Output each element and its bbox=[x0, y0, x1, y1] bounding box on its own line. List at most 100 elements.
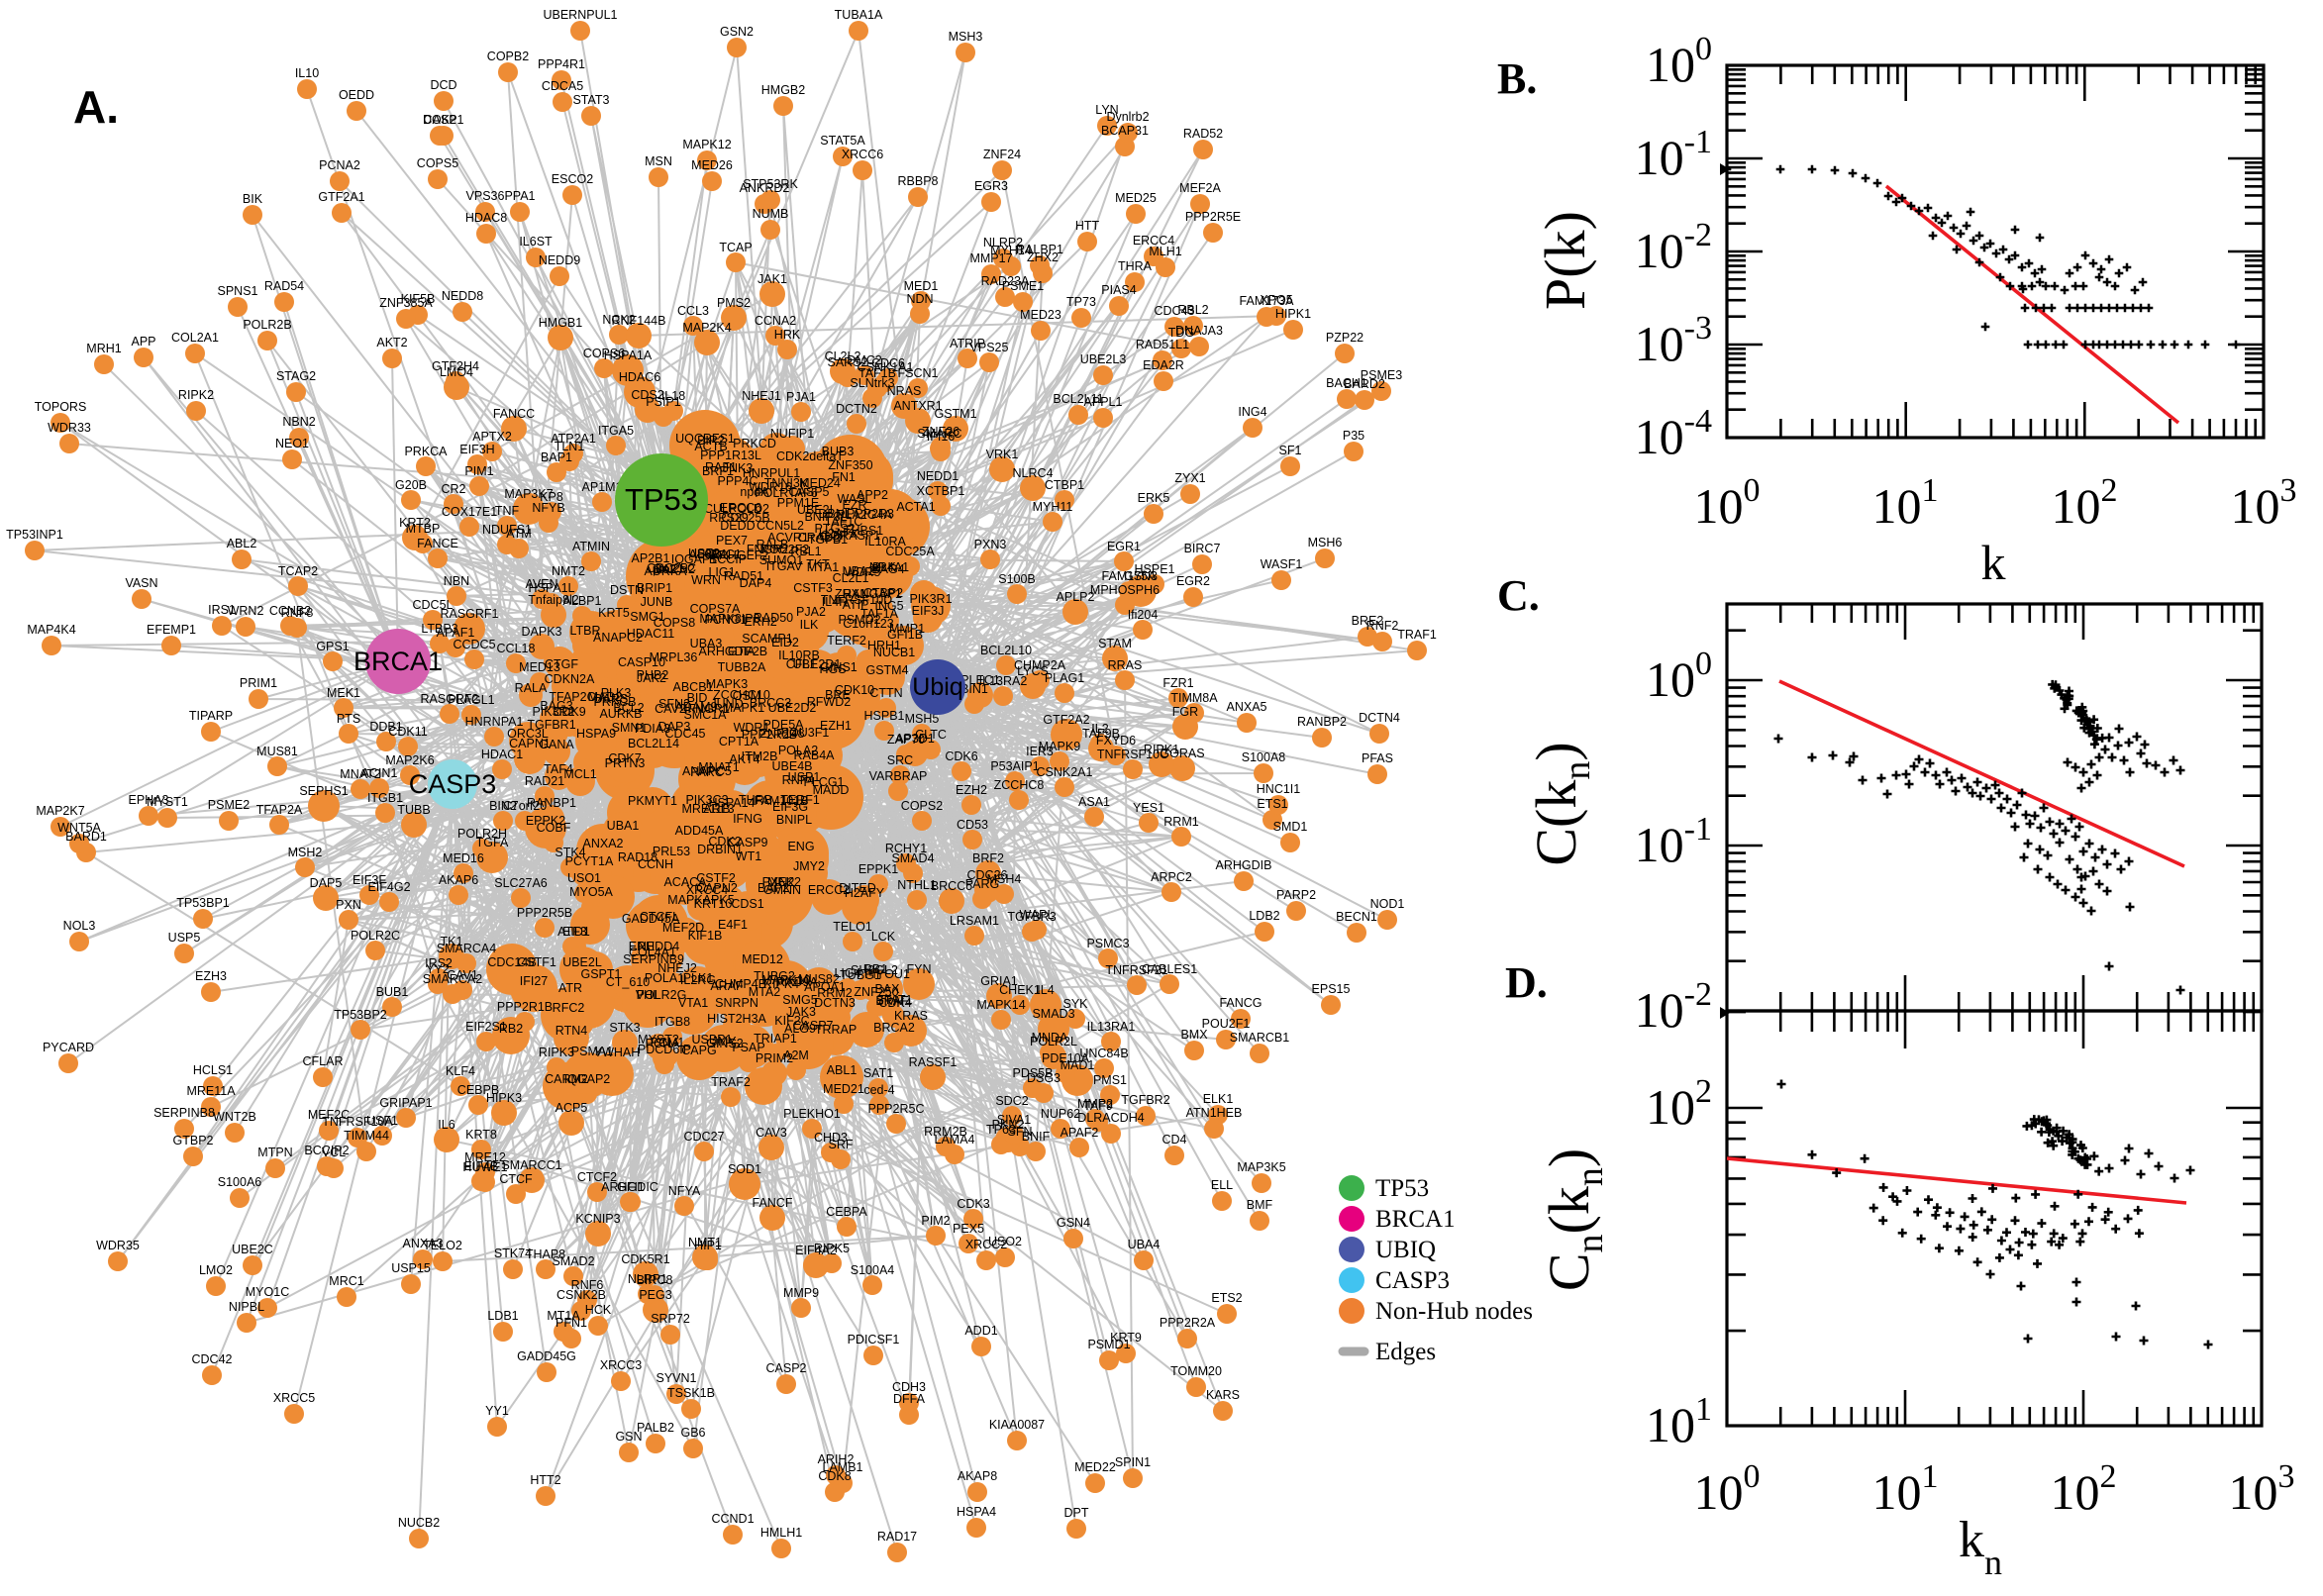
svg-text:ANXA3: ANXA3 bbox=[403, 1237, 444, 1250]
svg-text:RIPK3: RIPK3 bbox=[539, 1046, 574, 1059]
svg-text:EIF2S1: EIF2S1 bbox=[465, 1020, 507, 1034]
svg-text:MEK2: MEK2 bbox=[767, 875, 801, 889]
svg-text:CLTC: CLTC bbox=[915, 728, 947, 742]
svg-text:PSMD2: PSMD2 bbox=[838, 613, 880, 627]
svg-text:FANCG: FANCG bbox=[1219, 996, 1262, 1010]
svg-text:MEK1: MEK1 bbox=[327, 686, 360, 700]
svg-text:SMARCA2: SMARCA2 bbox=[423, 972, 482, 986]
svg-text:EID2: EID2 bbox=[771, 636, 799, 649]
svg-text:STAM: STAM bbox=[1098, 637, 1132, 650]
svg-text:CDC43: CDC43 bbox=[1155, 304, 1195, 318]
svg-text:RBBP8: RBBP8 bbox=[898, 174, 939, 188]
svg-text:WT1: WT1 bbox=[736, 849, 761, 863]
svg-text:SRF: SRF bbox=[829, 1138, 854, 1151]
svg-text:HMLH1: HMLH1 bbox=[760, 1526, 802, 1540]
svg-text:NMT1: NMT1 bbox=[688, 1236, 722, 1249]
svg-text:GSTM1: GSTM1 bbox=[934, 407, 976, 421]
svg-text:IRS1: IRS1 bbox=[208, 603, 236, 617]
svg-text:HSPA14: HSPA14 bbox=[708, 796, 755, 810]
svg-text:GRIPAP1: GRIPAP1 bbox=[379, 1096, 432, 1110]
svg-text:BCCIP2: BCCIP2 bbox=[304, 1144, 349, 1157]
svg-text:RAD17: RAD17 bbox=[877, 1530, 917, 1544]
svg-text:CASP3: CASP3 bbox=[1375, 1267, 1450, 1294]
svg-text:SOD1: SOD1 bbox=[728, 1162, 761, 1176]
svg-text:ATR: ATR bbox=[558, 981, 582, 995]
svg-text:MSN: MSN bbox=[645, 154, 672, 168]
svg-text:COPS6: COPS6 bbox=[583, 347, 625, 360]
svg-text:APPL1: APPL1 bbox=[1084, 395, 1123, 409]
svg-text:CDK11: CDK11 bbox=[388, 725, 427, 739]
svg-text:RCHY1: RCHY1 bbox=[885, 842, 927, 855]
svg-text:TFAP2C: TFAP2C bbox=[549, 690, 595, 704]
svg-text:CT_610: CT_610 bbox=[606, 975, 651, 989]
svg-text:S100B: S100B bbox=[998, 572, 1036, 586]
svg-text:WAPL: WAPL bbox=[1020, 908, 1055, 922]
svg-text:PLK3: PLK3 bbox=[601, 686, 632, 700]
svg-text:LTBP3: LTBP3 bbox=[421, 622, 457, 636]
svg-text:TNF: TNF bbox=[495, 504, 520, 518]
svg-text:DRBIN1: DRBIN1 bbox=[697, 843, 743, 856]
svg-text:MED1: MED1 bbox=[904, 279, 939, 293]
svg-text:HRK: HRK bbox=[774, 328, 801, 342]
svg-text:GANA: GANA bbox=[539, 738, 574, 751]
svg-text:DBNL: DBNL bbox=[818, 507, 851, 521]
svg-text:IL4R: IL4R bbox=[822, 595, 848, 609]
svg-text:BCL2L11: BCL2L11 bbox=[1053, 392, 1103, 406]
svg-text:PPP2R2B: PPP2R2B bbox=[742, 728, 797, 742]
svg-text:SYVN1: SYVN1 bbox=[656, 1371, 697, 1385]
svg-text:CSTF1: CSTF1 bbox=[517, 955, 556, 969]
svg-text:ERH2: ERH2 bbox=[744, 615, 776, 629]
svg-text:ANTXR1: ANTXR1 bbox=[893, 399, 942, 413]
svg-text:DDB1: DDB1 bbox=[369, 720, 402, 734]
svg-text:MNDA: MNDA bbox=[1032, 1031, 1068, 1045]
svg-text:HCK: HCK bbox=[585, 1303, 612, 1317]
svg-text:ENG: ENG bbox=[787, 840, 814, 853]
svg-text:PKMYT1: PKMYT1 bbox=[628, 794, 677, 808]
svg-text:UBE2L: UBE2L bbox=[562, 955, 602, 969]
svg-text:TKT: TKT bbox=[806, 557, 830, 571]
svg-text:APLP2: APLP2 bbox=[1057, 590, 1095, 604]
svg-text:CDS1: CDS1 bbox=[731, 897, 763, 911]
svg-text:IL4: IL4 bbox=[1037, 983, 1054, 997]
svg-text:IL2: IL2 bbox=[1091, 722, 1108, 736]
svg-text:SMD1: SMD1 bbox=[1273, 820, 1308, 834]
svg-text:PIAS4: PIAS4 bbox=[1101, 283, 1136, 297]
svg-text:CDC25B: CDC25B bbox=[721, 511, 769, 525]
svg-text:PDCD6IP: PDCD6IP bbox=[638, 1043, 691, 1056]
svg-text:PMS1: PMS1 bbox=[1093, 1073, 1127, 1087]
svg-text:XRCC6: XRCC6 bbox=[842, 148, 883, 161]
svg-text:GTF2B: GTF2B bbox=[728, 645, 767, 658]
svg-text:H2AFY: H2AFY bbox=[845, 886, 885, 900]
svg-text:MLH1: MLH1 bbox=[1149, 245, 1181, 258]
svg-text:RB2: RB2 bbox=[499, 1022, 523, 1036]
svg-text:XCTBP1: XCTBP1 bbox=[917, 484, 965, 498]
svg-text:ADD45A: ADD45A bbox=[675, 824, 724, 838]
svg-text:WRN: WRN bbox=[691, 573, 721, 587]
svg-text:BIRC7: BIRC7 bbox=[1184, 542, 1221, 555]
svg-text:ATIP: ATIP bbox=[843, 598, 869, 612]
svg-text:TP63: TP63 bbox=[986, 1123, 1016, 1137]
svg-text:AVEN: AVEN bbox=[525, 577, 557, 591]
svg-text:PARP2: PARP2 bbox=[1276, 888, 1316, 902]
svg-text:CDC42: CDC42 bbox=[192, 1352, 233, 1366]
svg-text:ZHX2: ZHX2 bbox=[1027, 250, 1059, 264]
svg-text:MRPL36: MRPL36 bbox=[650, 650, 698, 664]
svg-text:SH3GL2: SH3GL2 bbox=[851, 963, 898, 977]
svg-text:RASGRF1: RASGRF1 bbox=[440, 607, 498, 621]
svg-text:CTTN: CTTN bbox=[869, 686, 902, 700]
svg-text:YY2: YY2 bbox=[426, 962, 450, 976]
svg-text:STAT3: STAT3 bbox=[572, 93, 609, 107]
svg-text:TERF2: TERF2 bbox=[827, 634, 866, 648]
svg-text:SFN2: SFN2 bbox=[658, 697, 690, 711]
svg-text:IFI27: IFI27 bbox=[520, 974, 549, 988]
svg-text:XRCC4: XRCC4 bbox=[686, 883, 728, 897]
svg-text:USO2: USO2 bbox=[988, 1235, 1022, 1248]
svg-text:RTN4: RTN4 bbox=[556, 1024, 587, 1038]
svg-text:APTX2: APTX2 bbox=[472, 430, 512, 444]
svg-text:CTCF2: CTCF2 bbox=[577, 1170, 617, 1184]
svg-text:SERPINB9: SERPINB9 bbox=[623, 952, 684, 966]
svg-text:RAD9A: RAD9A bbox=[776, 975, 818, 989]
svg-text:HMGB1: HMGB1 bbox=[539, 316, 583, 330]
svg-text:CTCFL: CTCFL bbox=[640, 910, 679, 924]
svg-text:MMP17: MMP17 bbox=[969, 251, 1012, 265]
